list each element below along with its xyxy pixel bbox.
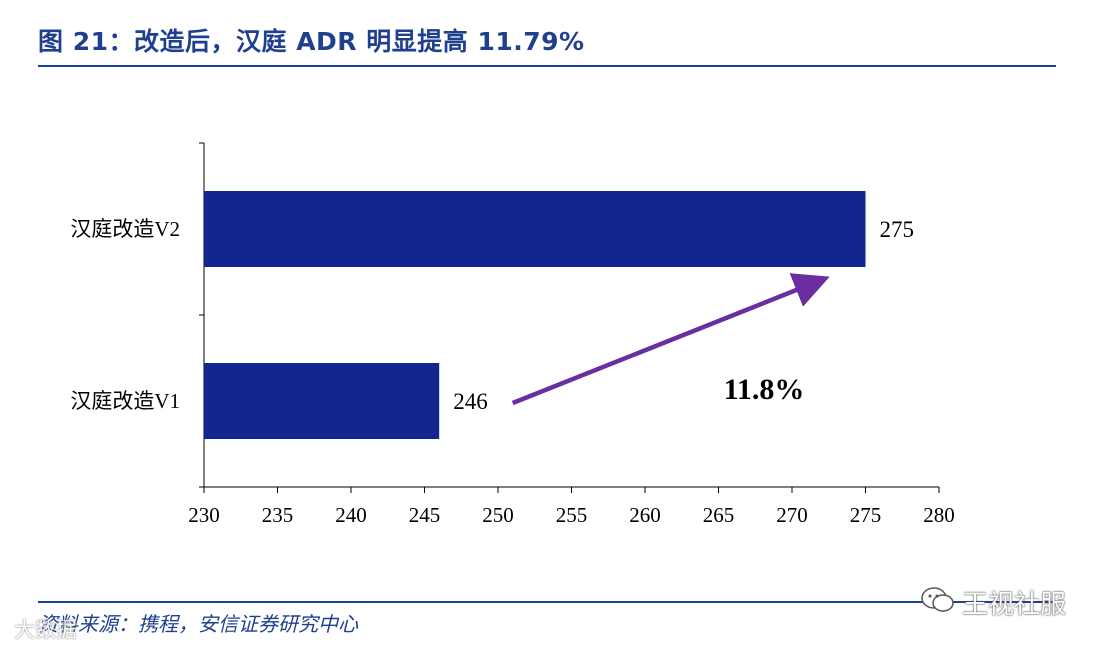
x-tick-label: 270 <box>776 503 808 527</box>
bar <box>204 363 440 439</box>
x-tick-label: 230 <box>188 503 220 527</box>
figure-title: 图 21：改造后，汉庭 ADR 明显提高 11.79% <box>38 27 585 56</box>
x-tick-label: 255 <box>556 503 588 527</box>
watermark-left: 大数据 <box>14 618 77 642</box>
data-label: 246 <box>453 389 488 414</box>
x-tick-label: 275 <box>850 503 882 527</box>
watermark-right: 王视社服 <box>920 585 1067 620</box>
bar-chart: 230 235 240 245 250 255 260 265 270 275 280 汉庭改造V2 2… <box>70 142 955 527</box>
growth-arrow <box>511 273 830 406</box>
category-label: 汉庭改造V1 <box>70 389 180 413</box>
category-label: 汉庭改造V2 <box>70 217 180 241</box>
title-divider <box>38 65 1056 67</box>
watermark-brand: 王视社服 <box>962 589 1067 620</box>
x-tick-label: 280 <box>923 503 955 527</box>
x-tick-label: 245 <box>409 503 441 527</box>
source-divider <box>38 601 1056 603</box>
x-tick-label: 240 <box>335 503 367 527</box>
x-tick-label: 235 <box>262 503 294 527</box>
bar <box>204 191 866 267</box>
data-label: 275 <box>880 217 915 242</box>
x-tick-label: 250 <box>482 503 514 527</box>
x-tick-label: 260 <box>629 503 661 527</box>
wechat-icon <box>920 585 956 619</box>
x-tick-label: 265 <box>703 503 735 527</box>
growth-annotation: 11.8% <box>724 373 805 406</box>
source-note: 资料来源：携程，安信证券研究中心 <box>38 612 358 636</box>
